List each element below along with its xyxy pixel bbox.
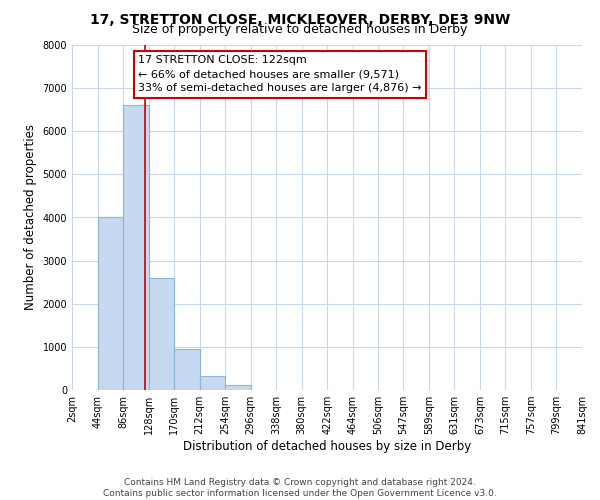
- Text: 17, STRETTON CLOSE, MICKLEOVER, DERBY, DE3 9NW: 17, STRETTON CLOSE, MICKLEOVER, DERBY, D…: [90, 12, 510, 26]
- Bar: [123, 106, 149, 390]
- Bar: [174, 349, 200, 390]
- Bar: [98, 218, 123, 390]
- Text: Size of property relative to detached houses in Derby: Size of property relative to detached ho…: [133, 22, 467, 36]
- X-axis label: Distribution of detached houses by size in Derby: Distribution of detached houses by size …: [183, 440, 471, 453]
- Bar: [225, 386, 251, 390]
- Y-axis label: Number of detached properties: Number of detached properties: [24, 124, 37, 310]
- Bar: [149, 278, 174, 390]
- Text: 17 STRETTON CLOSE: 122sqm
← 66% of detached houses are smaller (9,571)
33% of se: 17 STRETTON CLOSE: 122sqm ← 66% of detac…: [139, 56, 422, 94]
- Text: Contains HM Land Registry data © Crown copyright and database right 2024.
Contai: Contains HM Land Registry data © Crown c…: [103, 478, 497, 498]
- Bar: [200, 376, 225, 390]
